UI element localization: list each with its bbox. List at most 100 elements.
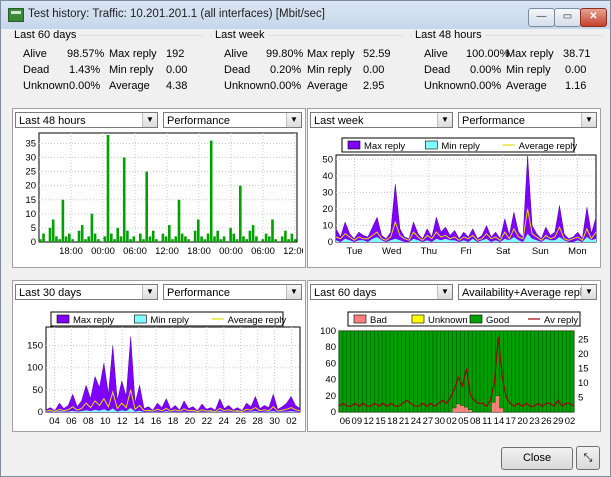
bar (168, 225, 171, 242)
mode-select[interactable]: Performance ▼ (458, 112, 597, 128)
bar-good (460, 330, 465, 406)
bar (271, 219, 274, 242)
bar-bad (464, 407, 469, 412)
min-reply-label: Min reply (109, 64, 154, 76)
x-tick-label: 24 (411, 416, 422, 427)
bar-good (354, 330, 359, 413)
title-bar[interactable]: Test history: Traffic: 10.201.201.1 (all… (1, 1, 610, 29)
x-tick-label: 12:00 (283, 246, 303, 257)
close-window-button[interactable]: ✕ (580, 8, 607, 27)
bar (264, 233, 268, 242)
resize-toggle-icon[interactable]: ⤡ (576, 446, 600, 470)
alive-value: 98.57% (67, 48, 105, 60)
x-tick-label: 12 (363, 416, 374, 427)
x-tick-label: 27 (423, 416, 434, 427)
mode-select[interactable]: Performance ▼ (163, 112, 302, 128)
hours-chart: 0 5 10 15 20 25 30 35 18:00 00:00 06:00 12:00 18:00 0… (25, 132, 303, 257)
chart-panel-4: Last 60 days ▼ Availability+Average reply… (307, 280, 601, 432)
series-max-reply (335, 155, 597, 243)
x-tick-label: 11 (482, 416, 492, 427)
bar-good (479, 330, 485, 413)
bar (80, 225, 84, 242)
period-select[interactable]: Last week ▼ (310, 112, 453, 128)
minimize-button[interactable]: — (528, 8, 555, 27)
period-select[interactable]: Last 60 days ▼ (310, 284, 453, 300)
period-select[interactable]: Last 30 days ▼ (15, 284, 158, 300)
y2-tick-label: 20 (578, 349, 589, 360)
mode-select[interactable]: Availability+Average reply ▼ (458, 284, 597, 300)
max-reply-value: 192 (166, 48, 185, 60)
bar (274, 239, 277, 242)
y-tick-label: 40 (322, 171, 333, 182)
bar-good (515, 330, 520, 413)
bar-good (432, 330, 438, 413)
mode-select[interactable]: Performance ▼ (163, 284, 302, 300)
y-tick-label: 20 (322, 204, 333, 215)
y-tick-label: 100 (27, 363, 43, 374)
bar-good (456, 330, 461, 405)
x-tick-label: 02 (446, 416, 457, 427)
y-tick-label: 0 (38, 407, 43, 418)
bar-good (389, 330, 395, 413)
max-reply-label: Max reply (109, 48, 157, 60)
y-tick-label: 35 (25, 138, 36, 149)
legend-label: Max reply (364, 141, 405, 152)
x-tick-label: 02 (565, 416, 576, 427)
bar-good (562, 330, 567, 413)
bar-good (428, 330, 434, 413)
bar (290, 233, 294, 242)
bar-good (338, 330, 344, 413)
bar (84, 239, 87, 242)
y-tick-label: 30 (25, 153, 36, 164)
x-tick-label: 10 (100, 416, 111, 427)
alive-value: 99.80% (266, 48, 304, 60)
y-tick-label: 10 (25, 209, 36, 220)
chart-panel-2: Last week ▼ Performance ▼ Max reply Min rep… (307, 108, 601, 268)
x-tick-label: 14 (134, 416, 145, 427)
y-tick-label: 20 (325, 391, 336, 402)
y-tick-label: 50 (322, 154, 333, 165)
maximize-button[interactable]: ▭ (554, 8, 581, 27)
period-select[interactable]: Last 48 hours ▼ (15, 112, 158, 128)
bar-good (421, 330, 426, 413)
close-button[interactable]: Close (501, 447, 573, 470)
bar (39, 239, 42, 242)
x-tick-label: 22 (202, 416, 213, 427)
bar-good (550, 330, 555, 413)
alive-label: Alive (23, 48, 47, 60)
chevron-down-icon: ▼ (286, 285, 301, 299)
bar (90, 213, 94, 242)
max-reply-value: 52.59 (363, 48, 391, 60)
x-tick-label: 18 (387, 416, 398, 427)
bar (287, 239, 290, 242)
bar-good (342, 330, 348, 413)
bar-good (468, 330, 473, 410)
legend-label: Average reply (228, 315, 287, 326)
legend-swatch (134, 314, 147, 324)
bar (161, 233, 165, 242)
max-reply-value: 38.71 (563, 48, 591, 60)
x-tick-label: Tue (347, 246, 363, 257)
bar-good (518, 330, 524, 413)
bar-bad (452, 408, 457, 413)
bar (174, 236, 178, 242)
bar (103, 236, 107, 242)
x-tick-label: 14 (494, 416, 505, 427)
max-reply-label: Max reply (506, 48, 554, 60)
y2-tick-label: 5 (578, 393, 583, 404)
x-tick-label: 18 (168, 416, 179, 427)
group-line (210, 35, 402, 36)
bar-good (413, 330, 418, 413)
x-tick-label: 21 (399, 416, 410, 427)
bar (222, 236, 226, 242)
dead-label: Dead (23, 64, 50, 76)
unknown-label: Unknown (224, 80, 270, 92)
bar-good (444, 330, 449, 413)
y-tick-label: 60 (325, 358, 336, 369)
average-label: Average (307, 80, 348, 92)
unknown-value: 0.00% (470, 80, 502, 92)
bar (171, 239, 174, 242)
legend-swatch (56, 314, 70, 324)
chevron-down-icon: ▼ (142, 285, 157, 299)
